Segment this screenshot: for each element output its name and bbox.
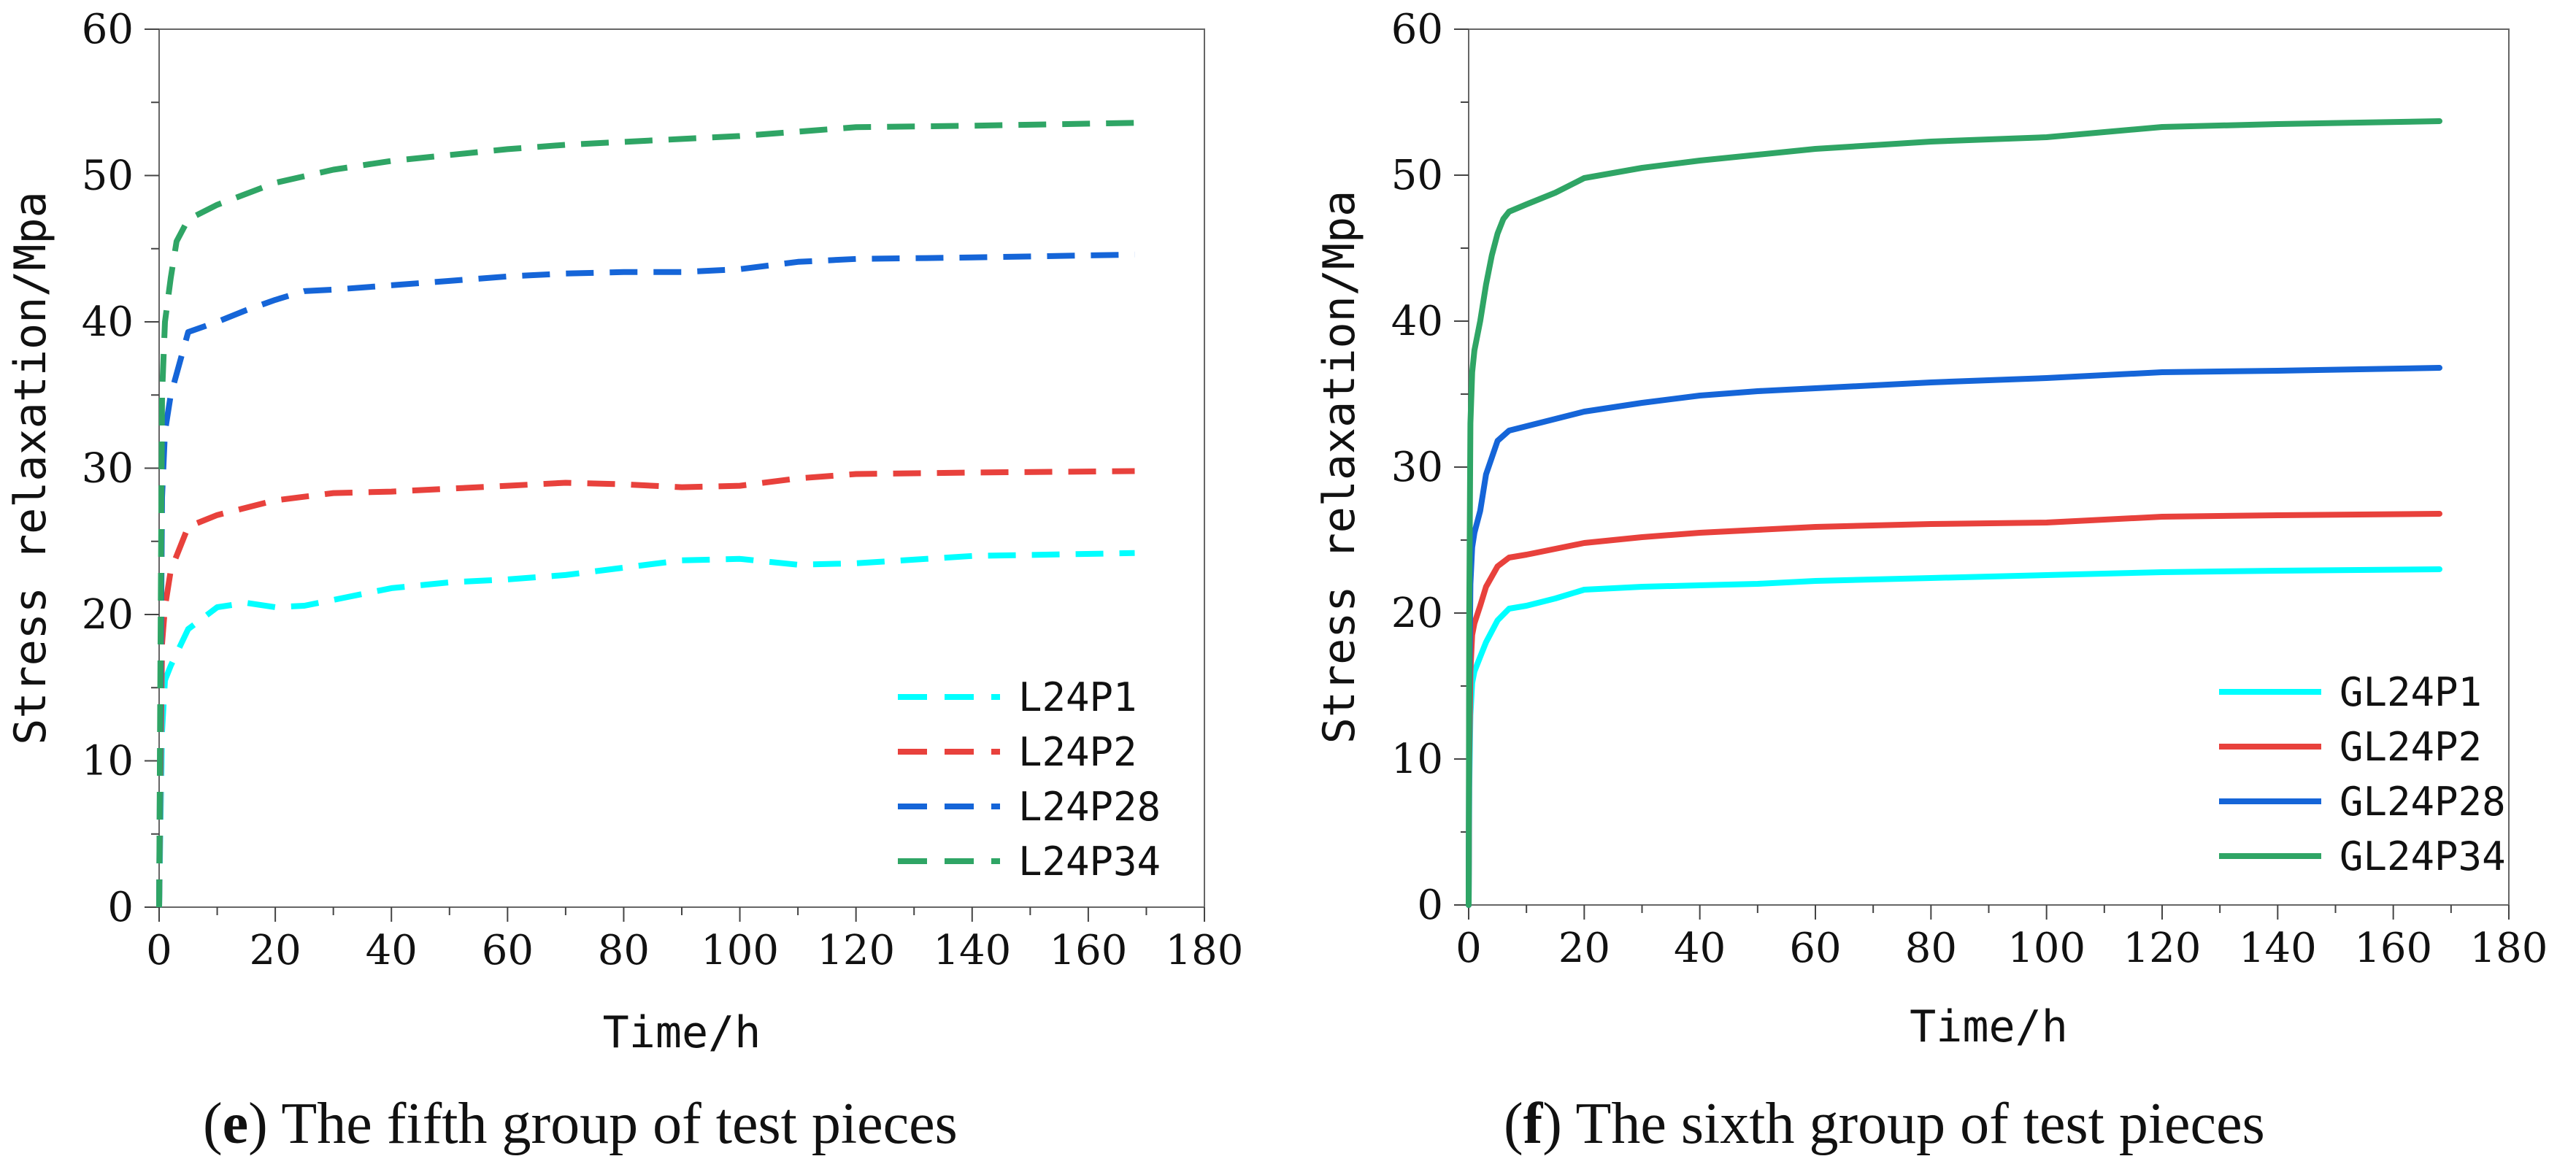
panel-f-legend-label-gl24p34: GL24P34 xyxy=(2339,833,2506,879)
panel-f-x-tick-label: 60 xyxy=(1789,925,1841,972)
panel-f-y-tick-label: 10 xyxy=(1391,736,1443,783)
caption-e-text: The fifth group of test pieces xyxy=(281,1092,958,1156)
panel-e-y-tick-label: 60 xyxy=(82,6,134,53)
panel-f-x-tick-label: 160 xyxy=(2354,925,2432,972)
panel-f-x-tick-label: 180 xyxy=(2470,925,2548,972)
panel-e-series-l24p28 xyxy=(156,251,1135,908)
caption-f: (f) The sixth group of test pieces xyxy=(1504,1092,2265,1156)
panel-e-y-tick-label: 20 xyxy=(82,591,134,639)
panel-e-legend-label-l24p28: L24P28 xyxy=(1018,784,1161,830)
panel-f-y-tick-label: 50 xyxy=(1391,152,1443,199)
panel-e-x-tick-label: 0 xyxy=(146,927,172,974)
panel-f-legend-label-gl24p2: GL24P2 xyxy=(2339,724,2482,770)
panel-e-x-tick-label: 180 xyxy=(1166,927,1244,974)
panel-f-y-tick-label: 0 xyxy=(1417,882,1443,929)
panel-e-series-l24p1 xyxy=(156,550,1135,908)
panel-e-y-tick-label: 40 xyxy=(82,298,134,346)
caption-f-text: The sixth group of test pieces xyxy=(1575,1092,2265,1156)
panel-e-x-tick-label: 120 xyxy=(817,927,895,974)
panel-f-legend-label-gl24p1: GL24P1 xyxy=(2339,669,2482,715)
panel-e-x-tick-label: 160 xyxy=(1049,927,1127,974)
caption-e: (e) The fifth group of test pieces xyxy=(203,1092,958,1156)
panel-e-y-tick-label: 10 xyxy=(82,738,134,785)
panel-f-series-gl24p34 xyxy=(1466,118,2442,908)
panel-e-legend-label-l24p34: L24P34 xyxy=(1018,839,1161,885)
panel-e-x-tick-label: 100 xyxy=(701,927,779,974)
panel-f-y-axis-title: Stress relaxation/Mpa xyxy=(1314,190,1365,744)
panel-f-x-tick-label: 120 xyxy=(2123,925,2202,972)
panel-e-x-tick-label: 80 xyxy=(598,927,650,974)
panel-e-chart: 0 10 20 30 40 50 60 0 20 40 60 80 100 120 140 160 180 Tim… xyxy=(5,6,1243,1058)
panel-f-x-tick-label: 40 xyxy=(1674,925,1726,972)
panel-f-x-axis-title: Time/h xyxy=(1910,1001,2068,1052)
panel-f-y-tick-label: 20 xyxy=(1391,590,1443,637)
panel-f-x-tick-label: 20 xyxy=(1558,925,1610,972)
panel-f-x-tick-label: 140 xyxy=(2239,925,2317,972)
panel-e-x-tick-label: 20 xyxy=(249,927,301,974)
panel-e-legend-label-l24p1: L24P1 xyxy=(1018,674,1137,720)
panel-e-series-l24p34 xyxy=(156,120,1135,908)
caption-f-letter: f xyxy=(1523,1092,1543,1156)
panel-e-x-tick-label: 140 xyxy=(933,927,1011,974)
panel-f-x-tick-label: 80 xyxy=(1905,925,1957,972)
panel-f-y-tick-label: 30 xyxy=(1391,444,1443,491)
panel-e-x-tick-label: 40 xyxy=(366,927,418,974)
panel-f-legend-label-gl24p28: GL24P28 xyxy=(2339,779,2506,825)
panel-e-y-tick-label: 0 xyxy=(107,884,134,931)
panel-e-series-l24p2 xyxy=(156,468,1135,908)
panel-f-y-tick-label: 60 xyxy=(1391,6,1443,53)
panel-f-y-tick-label: 40 xyxy=(1391,298,1443,345)
panel-f-series-gl24p2 xyxy=(1466,511,2442,908)
panel-f-plot-frame xyxy=(1468,28,2510,906)
panel-f-series-gl24p28 xyxy=(1466,365,2442,908)
panel-e-plot-frame xyxy=(158,28,1205,908)
panel-e-y-tick-label: 30 xyxy=(82,445,134,493)
panel-e-x-tick-label: 60 xyxy=(482,927,534,974)
panel-e-y-axis-title: Stress relaxation/Mpa xyxy=(5,191,56,745)
panel-f-x-tick-label: 0 xyxy=(1456,925,1482,972)
panel-e-x-axis-title: Time/h xyxy=(603,1007,761,1058)
caption-e-letter: e xyxy=(222,1092,249,1156)
panel-e-y-tick-label: 50 xyxy=(82,153,134,200)
panel-f-x-tick-label: 100 xyxy=(2007,925,2085,972)
panel-e-legend-label-l24p2: L24P2 xyxy=(1018,729,1137,775)
panel-f-chart: 0 10 20 30 40 50 60 0 20 40 60 80 100 120 140 160 180 Tim… xyxy=(1314,6,2548,1052)
